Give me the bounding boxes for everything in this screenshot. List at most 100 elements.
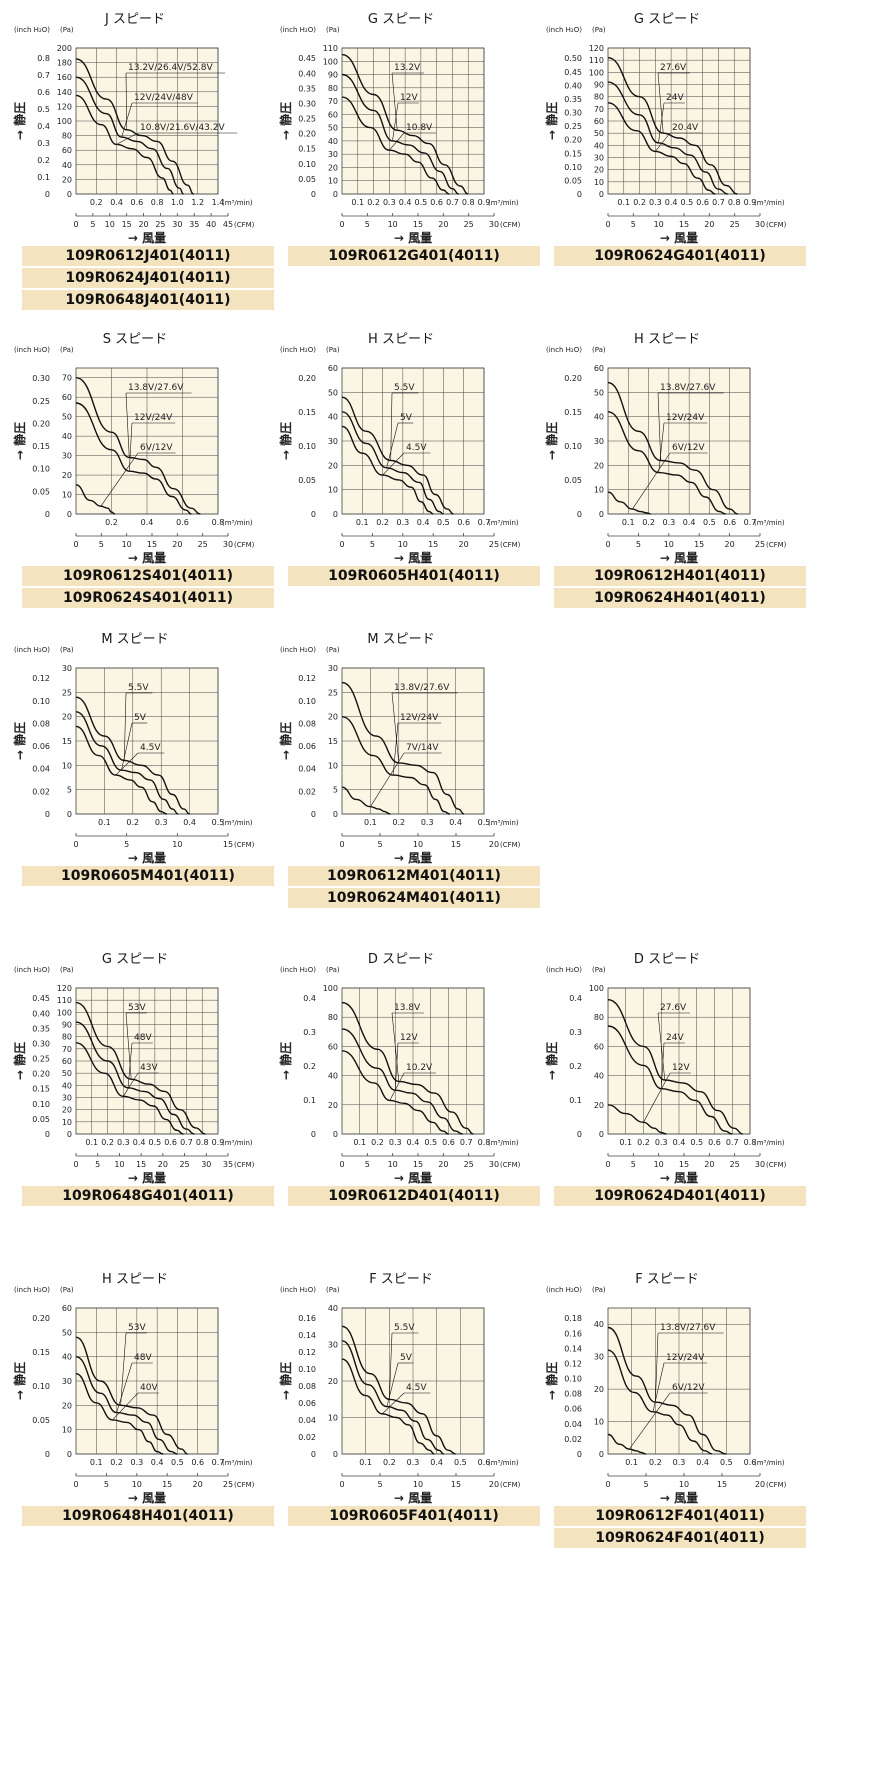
y-tick-pa: 80 <box>62 1033 72 1042</box>
y-tick-inch: 0.08 <box>298 719 316 728</box>
y-tick-pa: 40 <box>594 1072 604 1081</box>
y-tick-inch: 0 <box>311 510 316 519</box>
y-tick-inch: 0.10 <box>564 1375 582 1384</box>
x-tick-m3: 0.6 <box>191 1458 204 1467</box>
y-tick-inch: 0.10 <box>298 697 316 706</box>
x-tick-cfm: 5 <box>90 220 95 229</box>
series-label: 27.6V <box>660 1003 687 1013</box>
y-unit-inch: (inch H₂O) <box>14 1286 50 1294</box>
x-tick-cfm: 0 <box>73 1160 78 1169</box>
x-tick-m3: 0.6 <box>744 1458 757 1467</box>
y-tick-inch: 0.10 <box>32 1382 50 1391</box>
model-list: 109R0605H401(4011) <box>288 566 540 588</box>
y-tick-pa: 20 <box>62 471 72 480</box>
model-number: 109R0624G401(4011) <box>554 246 806 266</box>
x-tick-m3: 0.6 <box>164 1138 177 1147</box>
x-tick-m3: 0.4 <box>449 818 462 827</box>
y-tick-pa: 60 <box>62 1057 72 1066</box>
x-tick-m3: 0.1 <box>622 518 635 527</box>
series-label: 12V/24V <box>666 413 705 423</box>
y-tick-inch: 0.12 <box>298 1348 316 1357</box>
label-leader <box>115 752 139 776</box>
x-tick-cfm: 30 <box>201 1160 211 1169</box>
x-tick-cfm: 5 <box>631 1160 636 1169</box>
series-curve <box>75 1001 206 1135</box>
label-leader <box>392 102 399 141</box>
series-label: 5.5V <box>128 683 149 693</box>
label-leader <box>100 452 139 507</box>
y-tick-pa: 10 <box>62 491 72 500</box>
y-tick-pa: 160 <box>57 73 72 82</box>
series-label: 6V/12V <box>140 443 173 453</box>
x-tick-m3: 0.8 <box>478 1138 491 1147</box>
x-tick-cfm: 45 <box>223 220 233 229</box>
series-label: 10.8V <box>406 123 433 133</box>
y-tick-pa: 60 <box>594 117 604 126</box>
y-axis-label: → 静圧 <box>278 422 293 460</box>
y-tick-pa: 120 <box>57 102 72 111</box>
y-tick-pa: 10 <box>62 761 72 770</box>
x-tick-m3: 0.1 <box>625 1458 638 1467</box>
y-unit-inch: (inch H₂O) <box>280 646 316 654</box>
x-tick-cfm: 15 <box>451 840 461 849</box>
y-tick-inch: 0 <box>577 510 582 519</box>
y-tick-inch: 0.06 <box>298 1399 316 1408</box>
y-tick-pa: 60 <box>62 393 72 402</box>
series-curve <box>75 1373 164 1455</box>
series-label: 12V <box>400 93 418 103</box>
y-tick-inch: 0.06 <box>564 1405 582 1414</box>
x-tick-m3: 0.5 <box>171 1458 184 1467</box>
series-label: 48V <box>134 1353 152 1363</box>
model-number: 109R0612S401(4011) <box>22 566 274 586</box>
y-tick-pa: 70 <box>594 105 604 114</box>
y-axis-label: → 静圧 <box>278 722 293 760</box>
y-tick-pa: 50 <box>328 388 338 397</box>
y-axis-label: → 静圧 <box>278 102 293 140</box>
x-tick-cfm: 10 <box>122 540 132 549</box>
x-tick-m3: 0.4 <box>683 518 696 527</box>
x-unit-m3: (m³/min) <box>754 1139 785 1147</box>
x-unit-cfm: (CFM) <box>234 221 255 229</box>
series-label: 13.8V/27.6V <box>128 383 184 393</box>
x-tick-m3: 0.3 <box>673 1458 686 1467</box>
y-tick-pa: 40 <box>62 432 72 441</box>
y-tick-inch: 0.04 <box>564 1420 582 1429</box>
model-list: 109R0648G401(4011) <box>22 1186 274 1208</box>
x-tick-cfm: 25 <box>730 1160 740 1169</box>
label-leader <box>112 1392 139 1421</box>
y-tick-inch: 0.3 <box>303 1028 316 1037</box>
y-tick-inch: 0.02 <box>32 787 50 796</box>
x-axis-label: → 風量 <box>128 1171 166 1185</box>
y-tick-inch: 0.05 <box>32 487 50 496</box>
y-tick-inch: 0.25 <box>32 397 50 406</box>
y-tick-inch: 0.5 <box>37 105 50 114</box>
series-label: 53V <box>128 1323 146 1333</box>
label-leader <box>116 132 139 145</box>
y-axis-label: → 静圧 <box>544 1042 559 1080</box>
y-tick-inch: 0 <box>311 810 316 819</box>
x-tick-m3: 0.5 <box>720 1458 733 1467</box>
x-tick-m3: 0.2 <box>376 518 389 527</box>
x-tick-m3: 0.2 <box>633 198 646 207</box>
y-tick-inch: 0.15 <box>32 1085 50 1094</box>
y-tick-inch: 0.05 <box>32 1416 50 1425</box>
series-curve <box>75 711 179 815</box>
y-tick-inch: 0.08 <box>32 719 50 728</box>
label-leader <box>389 1072 405 1101</box>
label-leader <box>370 752 405 807</box>
x-unit-cfm: (CFM) <box>500 541 521 549</box>
y-unit-inch: (inch H₂O) <box>14 646 50 654</box>
x-tick-cfm: 15 <box>223 840 233 849</box>
y-tick-inch: 0.1 <box>569 1096 582 1105</box>
y-tick-pa: 100 <box>589 984 604 993</box>
y-tick-pa: 40 <box>328 413 338 422</box>
series-curve <box>341 1358 435 1455</box>
label-leader <box>392 722 399 776</box>
y-tick-pa: 0 <box>333 1450 338 1459</box>
chart-svg: (inch H₂O) (Pa)010203040506000.050.100.15… <box>12 1286 255 1505</box>
x-tick-m3: 0.1 <box>619 1138 632 1147</box>
y-unit-pa: (Pa) <box>592 346 606 354</box>
model-number: 109R0612D401(4011) <box>288 1186 540 1206</box>
series-label: 5V <box>134 713 147 723</box>
y-tick-inch: 0.06 <box>32 742 50 751</box>
